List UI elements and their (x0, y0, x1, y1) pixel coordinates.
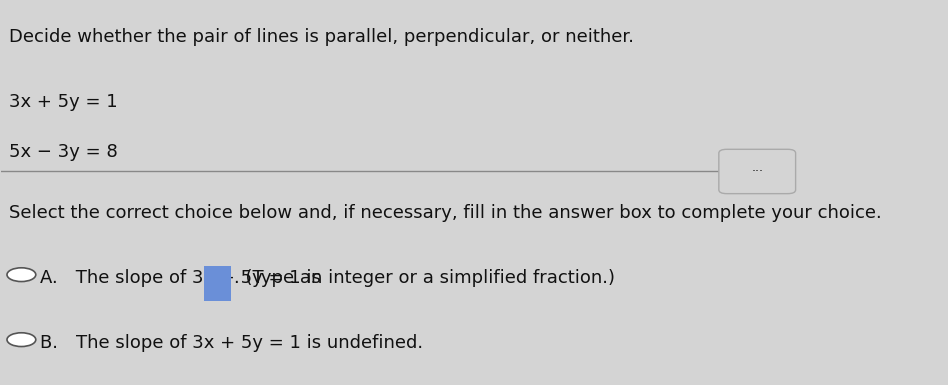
Text: Select the correct choice below and, if necessary, fill in the answer box to com: Select the correct choice below and, if … (9, 204, 883, 222)
Text: A. The slope of 3x + 5y = 1 is: A. The slope of 3x + 5y = 1 is (40, 269, 326, 287)
Text: . (Type an integer or a simplified fraction.): . (Type an integer or a simplified fract… (234, 269, 615, 287)
Text: 5x − 3y = 8: 5x − 3y = 8 (9, 143, 119, 161)
Text: B. The slope of 3x + 5y = 1 is undefined.: B. The slope of 3x + 5y = 1 is undefined… (40, 334, 423, 352)
Text: ···: ··· (751, 165, 763, 178)
Text: Decide whether the pair of lines is parallel, perpendicular, or neither.: Decide whether the pair of lines is para… (9, 28, 634, 46)
FancyBboxPatch shape (719, 149, 795, 194)
Text: 3x + 5y = 1: 3x + 5y = 1 (9, 93, 118, 111)
Circle shape (7, 333, 36, 346)
FancyBboxPatch shape (205, 266, 231, 301)
Circle shape (7, 268, 36, 281)
